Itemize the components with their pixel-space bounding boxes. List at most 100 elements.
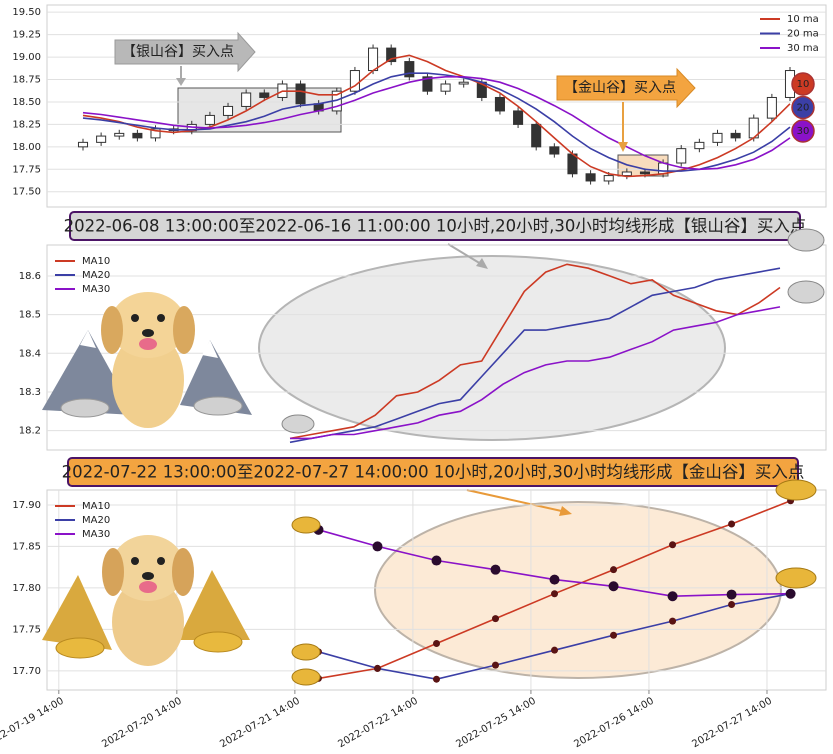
candle-body [204, 114, 215, 125]
series-line [82, 72, 791, 172]
data-point [549, 574, 560, 585]
data-point [431, 555, 442, 566]
y-tick-label: 18.75 [12, 75, 41, 86]
candle-body [422, 76, 433, 92]
candle-body [222, 105, 234, 116]
candle-body [621, 171, 632, 177]
candle-body [241, 92, 252, 107]
badge [791, 72, 815, 96]
candle-body [295, 83, 306, 105]
ingot-decoration [281, 228, 825, 686]
y-tick-label: 19.00 [12, 52, 41, 63]
candle-body [404, 61, 415, 78]
y-tick-label: 18.3 [19, 387, 41, 398]
series-line [289, 263, 781, 440]
annotation-arrow [556, 67, 696, 109]
legend-label: 10 ma [787, 14, 819, 25]
data-point [667, 591, 678, 602]
candle-body [458, 81, 469, 85]
annotation: 【金山谷】买入点 [564, 80, 676, 96]
data-point [492, 615, 500, 623]
candle-body [531, 123, 542, 148]
y-tick-label: 19.25 [12, 30, 41, 41]
badge [791, 95, 815, 120]
y-tick-label: 17.80 [12, 583, 41, 594]
candle-body [658, 162, 669, 175]
y-tick-label: 18.00 [12, 142, 41, 153]
data-point [726, 589, 737, 600]
candle-body [349, 70, 360, 92]
candle-body [603, 175, 614, 182]
candle-body [96, 135, 107, 143]
chart-title: 2022-06-08 13:00:00至2022-06-16 11:00:00 … [64, 217, 807, 236]
candle-body [766, 96, 777, 119]
badge-label: 10 [797, 79, 810, 90]
legend-label: 30 ma [787, 43, 819, 54]
y-tick-label: 17.90 [12, 500, 41, 511]
y-tick-label: 18.2 [19, 426, 41, 437]
data-point [373, 664, 381, 672]
dog-illustration [42, 292, 252, 428]
y-tick-label: 18.5 [19, 310, 41, 321]
legend-label: 20 ma [787, 29, 819, 40]
series-line [290, 306, 781, 440]
legend-label: MA10 [82, 256, 110, 267]
candle-body [494, 96, 505, 112]
dog-illustration [42, 535, 250, 666]
foreground-layer: 【银山谷】买入点 【金山谷】买入点 2022-06-08 13:00:00至20… [42, 31, 825, 686]
data-point [433, 675, 440, 683]
candle-body [639, 171, 651, 175]
candle-body [77, 141, 89, 148]
annotation-arrow [114, 31, 256, 73]
y-tick-label: 17.75 [12, 164, 41, 175]
data-point [669, 541, 677, 549]
y-tick-label: 18.25 [12, 119, 41, 130]
title-box [69, 211, 801, 241]
arrow [466, 489, 567, 513]
candle-body [386, 47, 397, 63]
data-point [433, 640, 440, 648]
series-line [82, 76, 791, 171]
title-box [67, 457, 799, 487]
candle-body [730, 132, 741, 139]
legend-label: MA20 [82, 515, 110, 526]
data-point [492, 661, 500, 669]
y-tick-label: 17.50 [12, 187, 41, 198]
data-point [372, 541, 383, 552]
data-point [610, 631, 618, 639]
highlight-ellipse [258, 255, 726, 441]
y-tick-label: 17.70 [12, 666, 41, 677]
data-point [551, 646, 559, 654]
plot-area [46, 4, 827, 208]
legend-label: MA20 [82, 270, 110, 281]
data-point [785, 588, 796, 599]
data-point [551, 590, 559, 598]
badge-label: 20 [797, 103, 810, 114]
data-point [608, 581, 619, 592]
y-tick-label: 17.85 [12, 541, 41, 552]
y-tick-label: 19.50 [12, 7, 41, 18]
arrow-head [476, 258, 488, 269]
chart-title: 2022-07-22 13:00:00至2022-07-27 14:00:00 … [62, 463, 805, 482]
candle-body [150, 128, 161, 139]
data-point [490, 564, 501, 575]
y-tick-label: 18.6 [19, 271, 41, 282]
data-layer: 17.50 17.75 18.00 18.25 18.50 18.75 19.00 19.25… [0, 4, 827, 750]
data-point [728, 601, 736, 609]
series-line [289, 267, 781, 444]
data-point [610, 566, 618, 574]
candle-body [368, 47, 379, 72]
candle-body [676, 148, 687, 164]
y-tick-label: 18.50 [12, 97, 41, 108]
y-tick-label: 18.4 [19, 348, 41, 359]
candle-body [549, 146, 560, 155]
legend-label: MA30 [82, 284, 110, 295]
candle-body [132, 132, 143, 139]
candle-body [694, 141, 705, 150]
candle-body [114, 132, 125, 137]
badge-label: 30 [797, 126, 810, 137]
legend-label: MA30 [82, 529, 110, 540]
candle-body [259, 92, 270, 98]
arrow-head [618, 142, 628, 152]
